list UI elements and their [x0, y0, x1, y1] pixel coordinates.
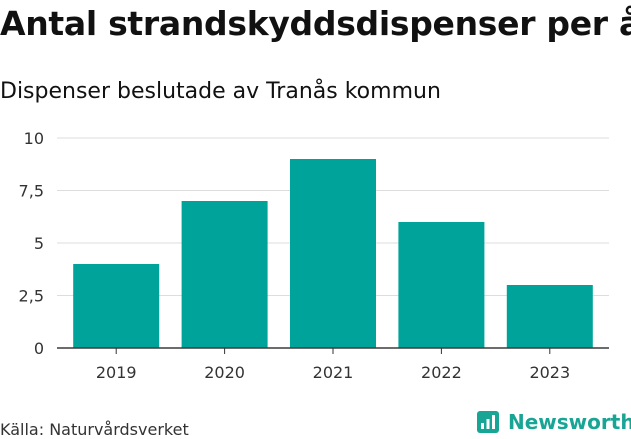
newsworthy-logo-icon	[477, 411, 499, 433]
x-tick-label: 2021	[313, 363, 354, 382]
bar-2020	[181, 201, 268, 348]
x-tick-label: 2023	[529, 363, 570, 382]
source-note: Källa: Naturvårdsverket	[0, 420, 189, 439]
y-tick-label: 5	[34, 234, 44, 253]
y-tick-label: 0	[34, 339, 44, 358]
y-tick-label: 2,5	[19, 287, 44, 306]
bar-chart: 0 2,5 5 7,5 10 2019 2020 2021 2022 2023	[19, 129, 609, 382]
bar-2019	[73, 264, 160, 348]
brand-name: Newsworthy	[508, 410, 631, 434]
x-tick-label: 2022	[421, 363, 462, 382]
x-tick-label: 2019	[96, 363, 137, 382]
chart-subtitle: Dispenser beslutade av Tranås kommun	[0, 79, 441, 104]
bar-2022	[398, 222, 485, 348]
y-tick-label: 10	[24, 129, 44, 148]
chart-title: Antal strandskyddsdispenser per år	[0, 4, 631, 43]
brand: Newsworthy	[476, 410, 631, 434]
x-tick-label: 2020	[204, 363, 245, 382]
bar-2021	[290, 159, 376, 348]
y-tick-label: 7,5	[19, 182, 44, 201]
bar-2023	[506, 285, 593, 348]
